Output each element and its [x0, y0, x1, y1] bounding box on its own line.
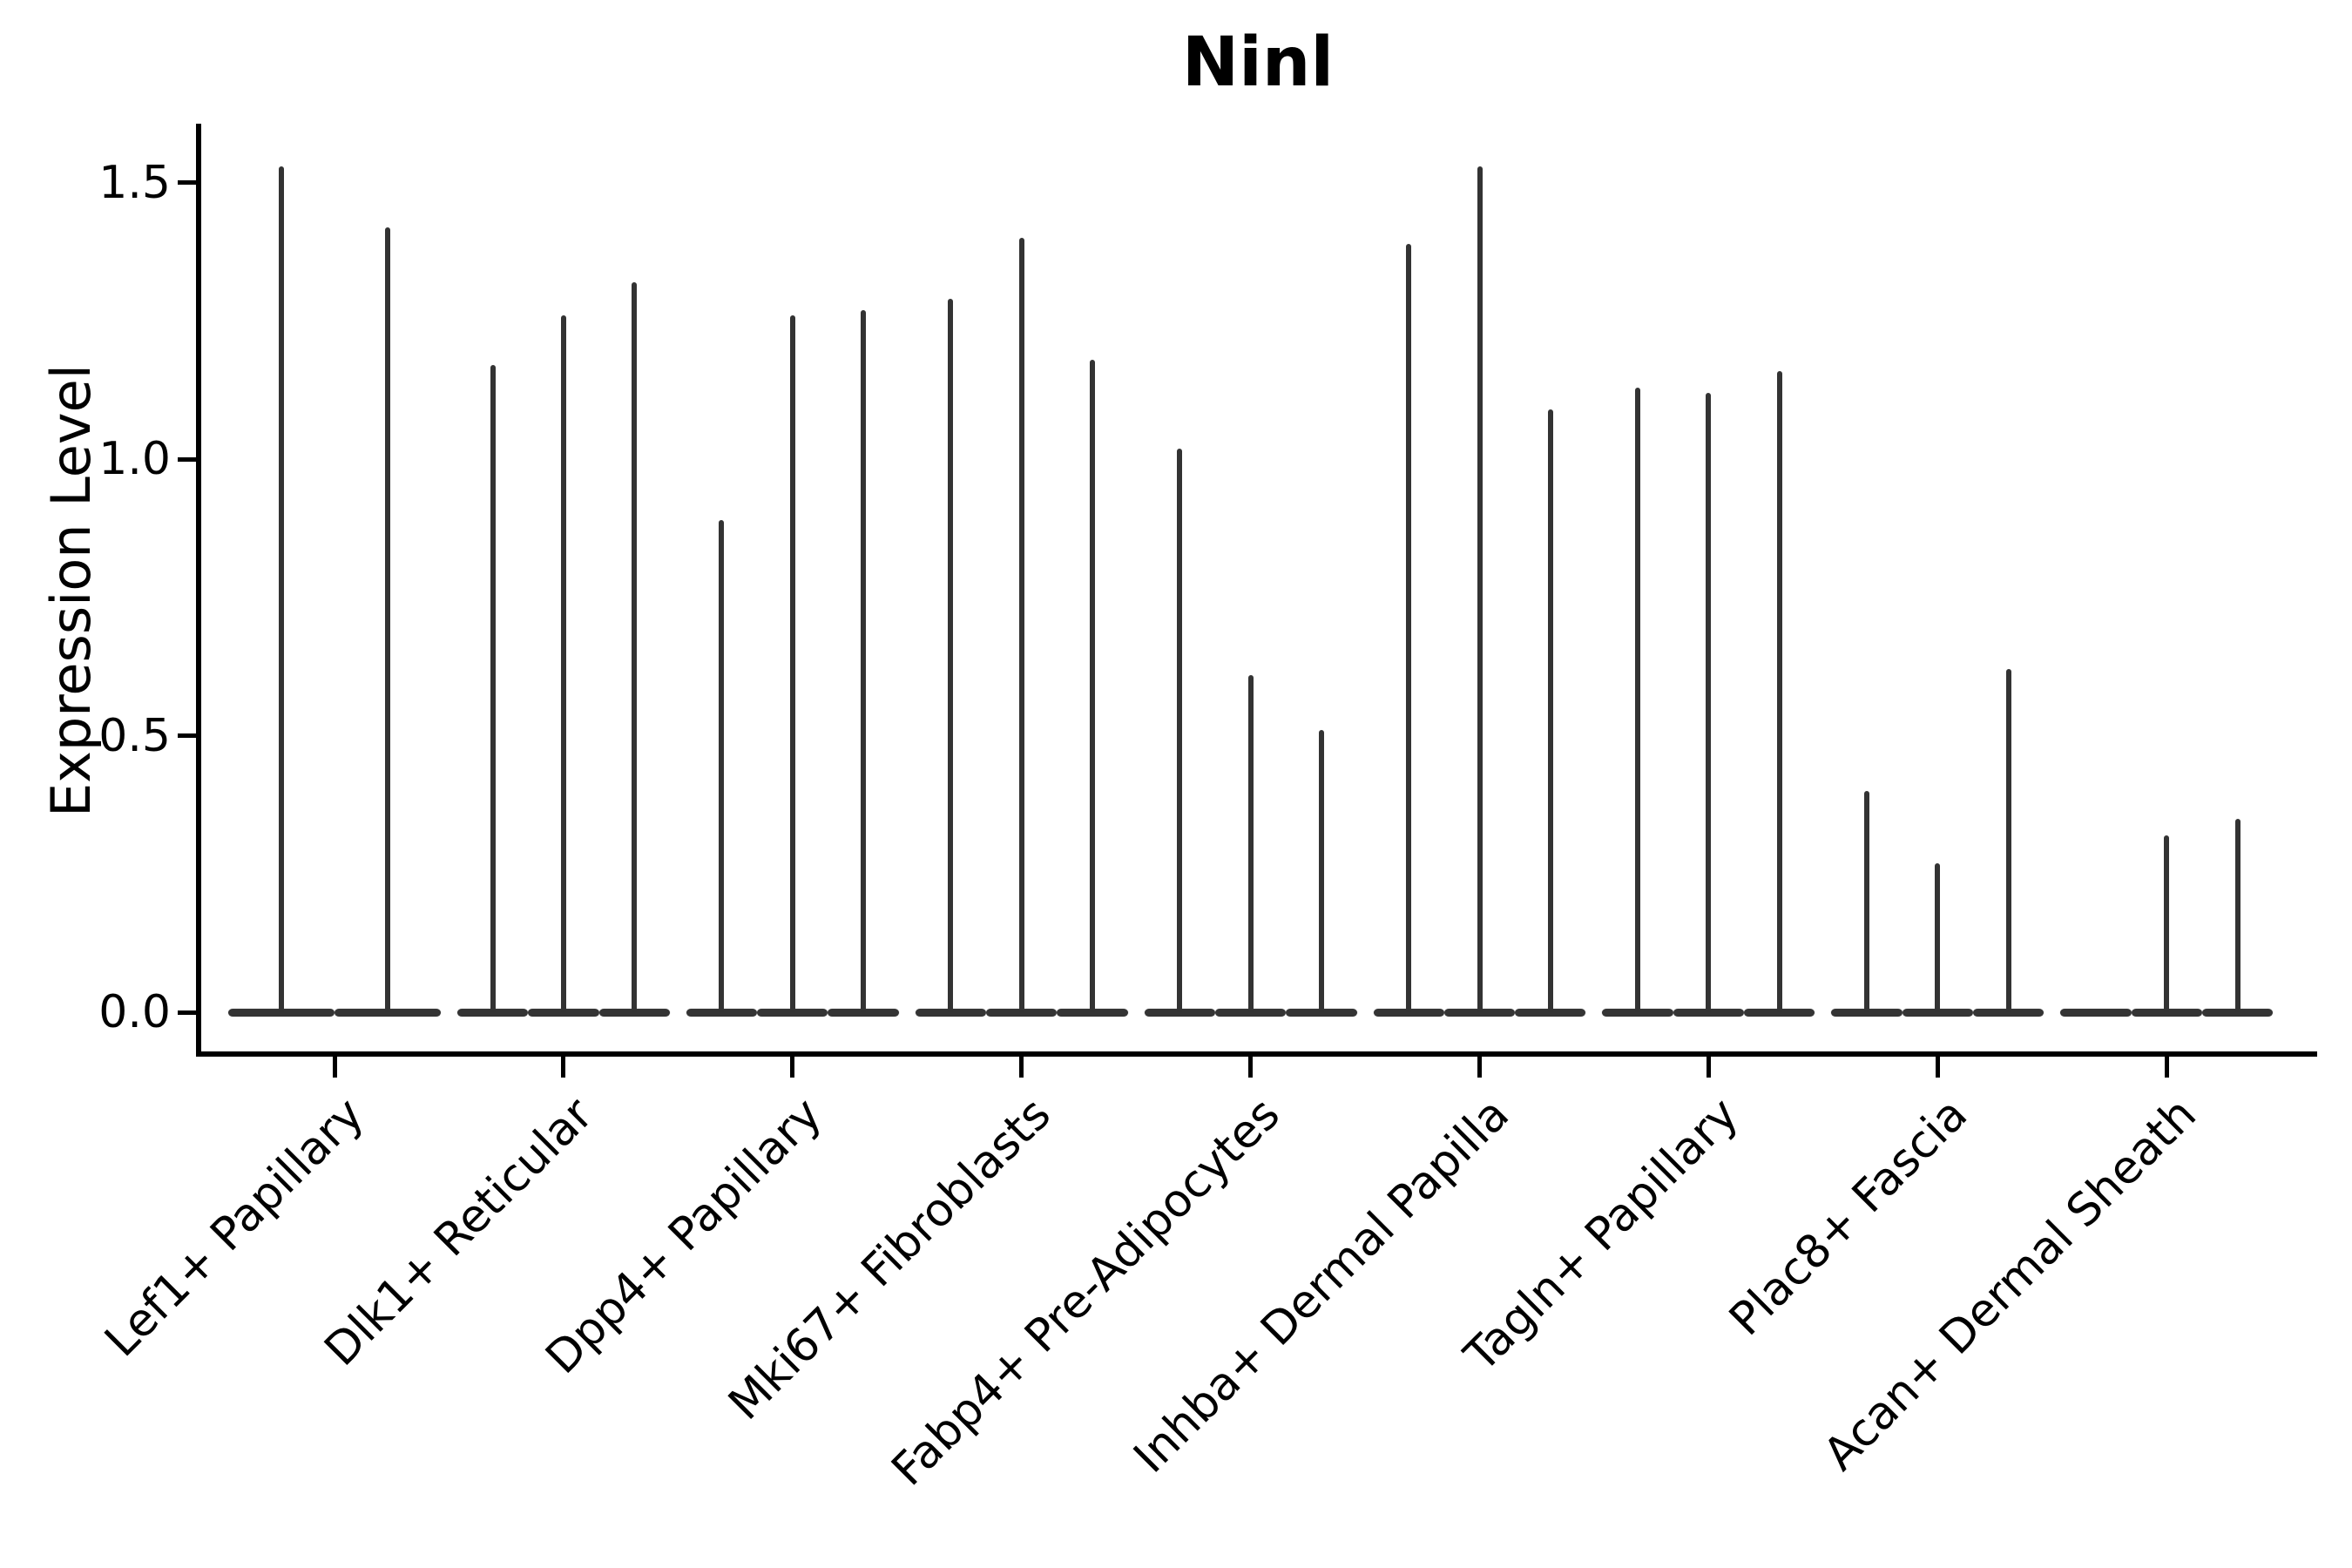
x-tick-mark: [332, 1057, 337, 1078]
violin-spike: [1635, 387, 1641, 1012]
violin-base: [528, 1008, 599, 1017]
violin-spike: [1247, 674, 1254, 1012]
x-tick-mark: [790, 1057, 795, 1078]
violin-base: [1515, 1008, 1586, 1017]
violin-base: [1443, 1008, 1516, 1017]
chart-title: Ninl: [1181, 24, 1335, 102]
violin-base: [456, 1008, 529, 1017]
x-tick-mark: [1477, 1057, 1482, 1078]
violin-base: [1602, 1008, 1673, 1017]
y-axis-label: Expression Level: [38, 364, 103, 817]
violin-base: [2060, 1008, 2132, 1017]
violin-base: [1144, 1008, 1215, 1017]
x-tick-mark: [1019, 1057, 1024, 1078]
violin-base: [1286, 1008, 1357, 1017]
x-tick-label: Plac8+ Fascia: [1720, 1088, 1977, 1347]
violin-spike: [2005, 669, 2011, 1012]
violin-base: [1057, 1008, 1128, 1017]
y-tick-mark: [178, 180, 197, 186]
violin-base: [1214, 1008, 1287, 1017]
x-tick-mark: [1706, 1057, 1711, 1078]
violin-spike: [385, 226, 390, 1012]
y-tick-label: 0.5: [98, 709, 171, 762]
violin-spike: [1018, 238, 1024, 1012]
x-tick-label: Fabp4+ Pre-Adipocytes: [882, 1088, 1291, 1497]
x-axis-spine: [196, 1051, 2317, 1057]
x-tick-mark: [1248, 1057, 1254, 1078]
violin-base: [1972, 1008, 2044, 1017]
violin-spike: [861, 309, 867, 1012]
violin-spike: [1318, 730, 1324, 1012]
violin-spike: [2164, 835, 2170, 1012]
violin-spike: [1406, 243, 1412, 1012]
violin-spike: [1863, 791, 1869, 1012]
violin-spike: [632, 282, 638, 1012]
violin-base: [598, 1008, 670, 1017]
violin-base: [335, 1008, 441, 1017]
violin-base: [986, 1008, 1058, 1017]
violin-spike: [279, 166, 284, 1012]
violin-base: [686, 1008, 758, 1017]
y-tick-mark: [178, 456, 197, 462]
violin-base: [915, 1008, 987, 1017]
violin-spike: [560, 315, 566, 1012]
violin-base: [1831, 1008, 1903, 1017]
violin-spike: [948, 299, 954, 1012]
violin-spike: [1935, 862, 1941, 1012]
violin-base: [828, 1008, 899, 1017]
violin-spike: [1177, 448, 1183, 1012]
x-tick-label: Inhba+ Dermal Papilla: [1124, 1088, 1520, 1484]
x-tick-mark: [561, 1057, 566, 1078]
y-axis-spine: [196, 124, 201, 1057]
violin-base: [228, 1008, 335, 1017]
y-tick-mark: [178, 1010, 197, 1015]
y-tick-mark: [178, 733, 197, 739]
violin-base: [1673, 1008, 1745, 1017]
x-tick-mark: [2164, 1057, 2169, 1078]
violin-base: [757, 1008, 828, 1017]
violin-spike: [1706, 393, 1712, 1012]
violin-spike: [789, 315, 795, 1012]
y-tick-label: 1.0: [98, 433, 171, 486]
violin-spike: [1776, 370, 1782, 1012]
violin-spike: [2234, 818, 2240, 1012]
violin-base: [2131, 1008, 2202, 1017]
violin-base: [1373, 1008, 1444, 1017]
y-tick-label: 1.5: [98, 156, 171, 209]
violin-base: [1744, 1008, 1815, 1017]
x-tick-mark: [1935, 1057, 1940, 1078]
violin-spike: [1090, 360, 1096, 1012]
x-tick-label: Acan+ Dermal Sheath: [1814, 1088, 2207, 1481]
y-tick-label: 0.0: [98, 986, 171, 1038]
violin-base: [1902, 1008, 1973, 1017]
violin-spike: [1477, 166, 1483, 1012]
violin-base: [2201, 1008, 2274, 1017]
violin-spike: [1547, 409, 1553, 1012]
violin-spike: [719, 520, 725, 1012]
violin-spike: [490, 365, 496, 1012]
